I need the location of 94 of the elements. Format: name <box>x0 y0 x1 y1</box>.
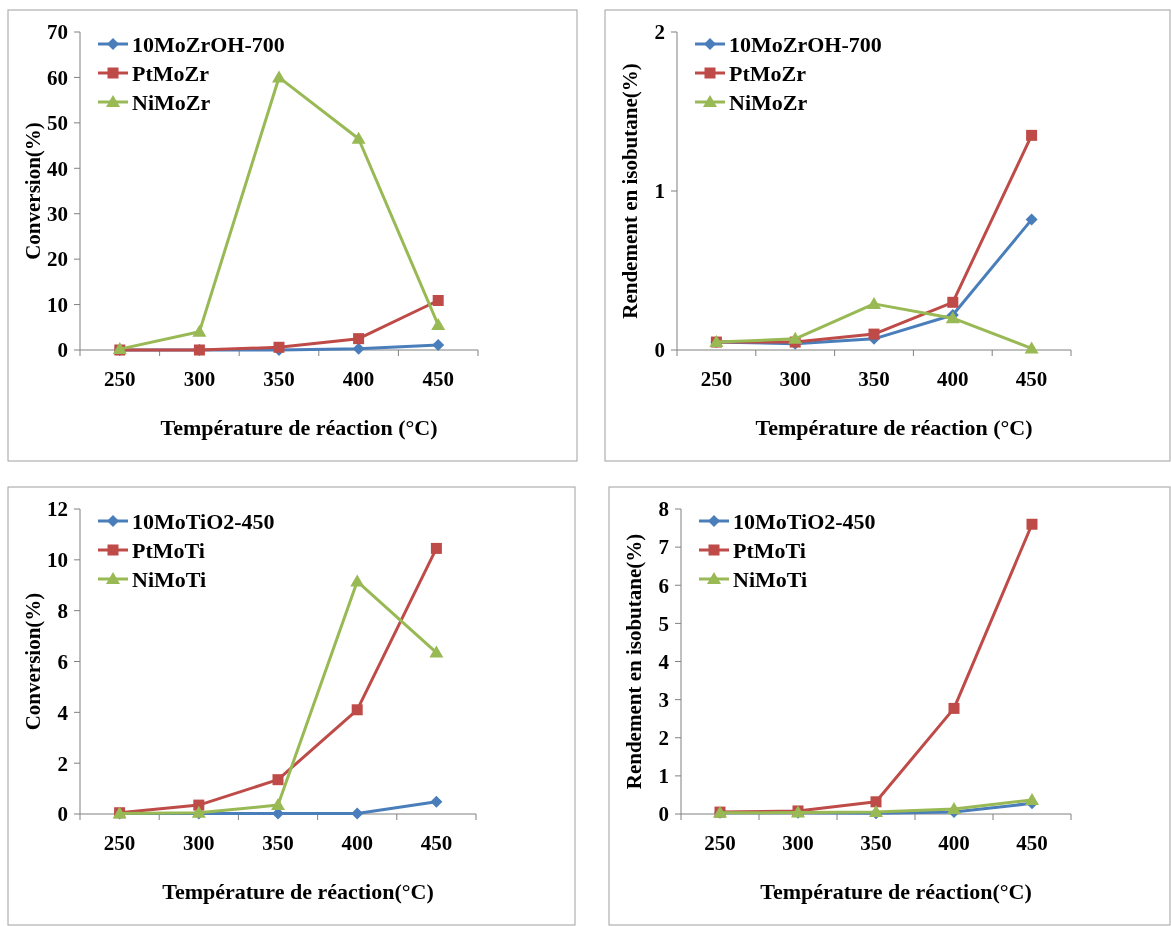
point <box>430 542 442 554</box>
point <box>432 339 445 351</box>
x-tick-label: 450 <box>1016 831 1048 855</box>
x-tick-label: 300 <box>779 367 811 391</box>
y-tick-label: 50 <box>47 111 68 136</box>
legend-label: NiMoTi <box>132 566 207 592</box>
x-tick-label: 250 <box>104 367 136 391</box>
legend-label: 10MoTiO2-450 <box>132 508 275 534</box>
point <box>431 318 446 331</box>
point <box>429 645 444 658</box>
y-tick-label: 3 <box>658 687 669 712</box>
y-tick-label: 4 <box>57 700 69 725</box>
point <box>1024 341 1039 354</box>
point <box>430 795 443 808</box>
point <box>947 802 961 815</box>
y-tick-label: 40 <box>47 156 68 181</box>
x-axis-title: Température de réaction (°C) <box>160 415 438 440</box>
point <box>870 796 882 808</box>
y-tick-label: 6 <box>57 649 68 674</box>
x-tick-label: 300 <box>183 831 215 855</box>
legend-label: 10MoTiO2-450 <box>733 508 876 534</box>
point <box>351 704 363 716</box>
x-tick-label: 450 <box>1015 367 1048 391</box>
y-tick-label: 10 <box>47 292 68 317</box>
y-tick-label: 7 <box>658 535 669 560</box>
y-tick-label: 1 <box>654 179 665 204</box>
x-tick-label: 400 <box>341 831 373 855</box>
y-tick-label: 8 <box>658 497 669 522</box>
x-tick-label: 400 <box>342 367 375 391</box>
legend-label: PtMoZr <box>132 60 210 86</box>
y-tick-label: 30 <box>47 202 68 227</box>
x-tick-label: 250 <box>103 831 136 855</box>
y-axis-title: Conversion(%) <box>21 592 45 731</box>
legend-label: NiMoZr <box>729 89 808 115</box>
y-tick-label: 5 <box>658 611 669 636</box>
y-tick-label: 70 <box>47 20 68 45</box>
x-tick-label: 400 <box>937 367 969 391</box>
y-tick-label: 4 <box>658 649 670 674</box>
point <box>272 774 284 786</box>
point <box>350 574 365 587</box>
y-tick-label: 20 <box>47 247 68 272</box>
y-tick-label: 0 <box>658 802 669 827</box>
x-tick-label: 300 <box>782 831 814 855</box>
point <box>867 296 881 309</box>
legend-label: PtMoTi <box>733 537 806 563</box>
y-tick-label: 2 <box>658 726 669 751</box>
legend-label: NiMoTi <box>733 566 808 592</box>
y-axis-title: Rendement en isobutane(%) <box>622 533 646 790</box>
y-tick-label: 60 <box>47 65 68 90</box>
point <box>271 798 285 811</box>
y-tick-label: 10 <box>47 548 68 573</box>
point <box>1026 129 1038 141</box>
legend-label: NiMoZr <box>132 89 211 115</box>
x-tick-label: 450 <box>422 367 454 391</box>
y-tick-label: 2 <box>654 20 665 45</box>
point <box>1025 792 1039 805</box>
point <box>351 807 364 820</box>
y-tick-label: 0 <box>57 802 68 827</box>
point <box>432 294 444 306</box>
y-tick-label: 6 <box>658 573 669 598</box>
x-tick-label: 350 <box>262 831 294 855</box>
x-tick-label: 250 <box>704 831 736 855</box>
y-tick-label: 12 <box>47 497 68 522</box>
y-tick-label: 1 <box>658 764 669 789</box>
point <box>1026 518 1038 530</box>
point <box>1025 213 1038 226</box>
legend-label: PtMoZr <box>729 60 807 86</box>
y-tick-label: 2 <box>57 751 68 776</box>
point <box>272 70 286 83</box>
point <box>192 324 207 337</box>
x-tick-label: 350 <box>263 367 295 391</box>
point <box>948 702 960 714</box>
x-tick-label: 350 <box>860 831 892 855</box>
legend-label: PtMoTi <box>132 537 205 563</box>
x-tick-label: 300 <box>183 367 216 391</box>
x-axis-title: Température de réaction(°C) <box>162 879 434 904</box>
y-axis-title: Rendement en isobutane(%) <box>618 63 642 319</box>
y-tick-label: 0 <box>654 338 665 363</box>
point <box>351 131 366 144</box>
point <box>868 328 880 340</box>
point <box>788 331 803 344</box>
x-tick-label: 450 <box>420 831 453 855</box>
legend-label: 10MoZrOH-700 <box>132 31 285 57</box>
x-axis-title: Température de réaction(°C) <box>760 879 1032 904</box>
x-axis-title: Température de réaction (°C) <box>755 415 1033 440</box>
point <box>947 296 959 308</box>
y-tick-label: 8 <box>57 599 68 624</box>
x-tick-label: 400 <box>938 831 970 855</box>
x-tick-label: 350 <box>858 367 890 391</box>
legend-label: 10MoZrOH-700 <box>729 31 882 57</box>
point <box>353 333 365 345</box>
y-tick-label: 0 <box>57 338 68 363</box>
y-axis-title: Conversion(%) <box>21 122 45 260</box>
x-tick-label: 250 <box>700 367 733 391</box>
